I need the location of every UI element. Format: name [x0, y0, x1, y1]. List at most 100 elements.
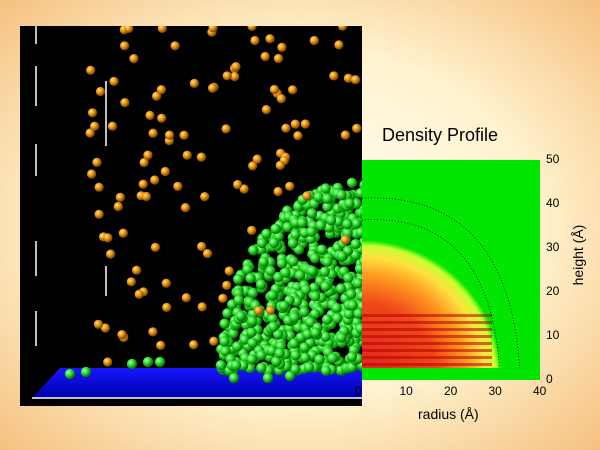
vapor-atom	[233, 179, 243, 190]
droplet-atom	[288, 338, 300, 349]
droplet-atom	[319, 266, 330, 277]
x-axis-label: radius (Å)	[418, 406, 479, 422]
droplet-atom	[219, 318, 230, 329]
vapor-atom	[170, 41, 180, 51]
droplet-atom	[235, 310, 246, 322]
droplet-atom	[306, 226, 317, 237]
vapor-atom	[92, 157, 102, 167]
vapor-atom	[157, 113, 167, 123]
vapor-atom	[85, 128, 95, 138]
droplet-atom	[233, 274, 244, 285]
droplet-atom	[284, 330, 296, 341]
vapor-atom	[124, 26, 134, 33]
droplet-atom	[310, 327, 321, 338]
vapor-atom	[132, 265, 142, 275]
vapor-atom	[145, 110, 155, 120]
droplet-atom	[351, 218, 362, 229]
vapor-atom	[87, 169, 97, 179]
vapor-atom	[94, 209, 104, 219]
vapor-atom	[197, 302, 207, 312]
vapor-atom	[285, 181, 295, 191]
droplet-atom	[309, 308, 321, 320]
vapor-atom	[260, 51, 270, 62]
vapor-atom	[281, 123, 291, 133]
vapor-atom	[87, 108, 98, 118]
y-tick-label: 40	[546, 196, 560, 210]
droplet-atom	[220, 345, 231, 357]
droplet-atom	[332, 313, 343, 324]
droplet-atom	[294, 270, 306, 281]
droplet-atom	[320, 365, 332, 376]
droplet-atom	[215, 360, 227, 371]
droplet-atom	[299, 306, 310, 318]
droplet-atom	[297, 217, 308, 228]
vapor-atom	[247, 225, 257, 235]
vapor-atoms	[85, 26, 362, 367]
vapor-atom	[265, 305, 275, 315]
droplet-atom	[64, 368, 76, 380]
vapor-atom	[182, 150, 192, 160]
vapor-atom	[120, 41, 130, 51]
vapor-atom	[139, 157, 149, 168]
vapor-atom	[106, 249, 116, 259]
droplet-atom	[344, 198, 355, 209]
vapor-atom	[276, 94, 286, 104]
vapor-atom	[134, 289, 144, 299]
vapor-atom	[120, 98, 130, 108]
droplet-atom	[247, 316, 258, 327]
droplet-atom	[345, 289, 357, 300]
vapor-atom	[338, 26, 348, 31]
vapor-atom	[273, 53, 283, 64]
droplet-atom	[245, 273, 256, 284]
droplet-atom	[278, 300, 290, 311]
droplet-atom	[352, 278, 362, 289]
simulation-view	[20, 26, 362, 406]
vapor-atom	[107, 121, 118, 131]
vapor-atom	[269, 84, 279, 95]
vapor-atom	[221, 124, 231, 134]
vapor-atom	[343, 73, 353, 83]
droplet-atom	[267, 290, 278, 301]
density-heatmap	[362, 160, 540, 380]
droplet-atom	[300, 284, 312, 295]
droplet-atom	[268, 321, 279, 332]
droplet-atom	[247, 287, 259, 299]
droplet-atom	[303, 362, 315, 373]
droplet-atom	[356, 291, 362, 302]
droplet-atom	[354, 263, 362, 274]
droplet-atom	[325, 215, 337, 226]
vapor-atom	[118, 228, 128, 238]
y-tick-label: 10	[546, 328, 560, 342]
droplet-atom	[154, 356, 166, 368]
vapor-atom	[288, 85, 298, 95]
y-axis-label: height (Å)	[570, 224, 586, 286]
vapor-atom	[261, 105, 271, 115]
droplet-atom	[246, 327, 257, 338]
vapor-atom	[224, 266, 234, 276]
droplet-atom	[242, 264, 253, 275]
x-tick-label: 20	[444, 384, 458, 398]
droplet-atom	[359, 208, 362, 217]
droplet-atom	[346, 177, 358, 188]
droplet-atom	[270, 223, 281, 234]
vapor-atom	[189, 340, 199, 350]
droplet-atom	[322, 201, 333, 212]
vapor-atom	[90, 121, 100, 131]
y-tick-label: 20	[546, 284, 560, 298]
vapor-atom	[181, 293, 191, 303]
droplet-atom	[350, 238, 361, 250]
vapor-atom	[340, 130, 350, 140]
droplet-atom	[343, 308, 355, 320]
vapor-atom	[197, 241, 207, 252]
droplet-atom	[247, 337, 258, 349]
vapor-atom	[189, 78, 199, 88]
x-tick-label: 30	[488, 384, 502, 398]
droplet-atom	[350, 249, 361, 261]
droplet-atom	[355, 187, 362, 199]
droplet-atom	[280, 267, 291, 278]
vapor-atom	[138, 179, 148, 189]
vapor-atom	[252, 154, 262, 164]
vapor-atom	[86, 65, 96, 75]
droplet-atom	[248, 245, 259, 256]
vapor-atom	[126, 277, 136, 287]
